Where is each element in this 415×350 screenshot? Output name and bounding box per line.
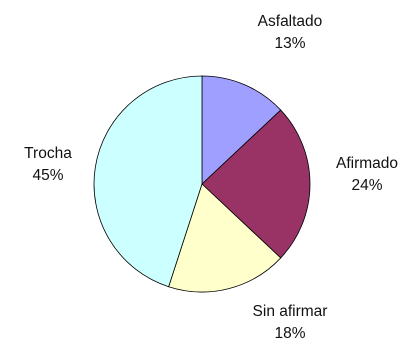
pie-slice-trocha	[93, 75, 203, 288]
pie-slice-sin-afirmar	[168, 183, 282, 293]
slice-category-asfaltado: Asfaltado	[258, 13, 323, 30]
slice-percent-sin-afirmar: 18%	[274, 325, 305, 342]
pie-slices	[93, 75, 311, 293]
pie-slice-afirmado	[201, 109, 311, 259]
pie-labels: Asfaltado 13% Afirmado 24% Sin afirmar 18% Tro…	[24, 13, 398, 342]
slice-label-sin-afirmar: Sin afirmar 18%	[253, 303, 328, 342]
slice-category-sin-afirmar: Sin afirmar	[253, 303, 328, 320]
slice-category-afirmado: Afirmado	[336, 155, 398, 172]
slice-category-trocha: Trocha	[24, 145, 72, 162]
pie-slice-asfaltado	[201, 75, 282, 185]
slice-percent-trocha: 45%	[32, 167, 63, 184]
slice-label-asfaltado: Asfaltado 13%	[258, 13, 323, 52]
slice-label-trocha: Trocha 45%	[24, 145, 72, 184]
slice-label-afirmado: Afirmado 24%	[336, 155, 398, 194]
slice-percent-asfaltado: 13%	[274, 35, 305, 52]
slice-percent-afirmado: 24%	[351, 177, 382, 194]
